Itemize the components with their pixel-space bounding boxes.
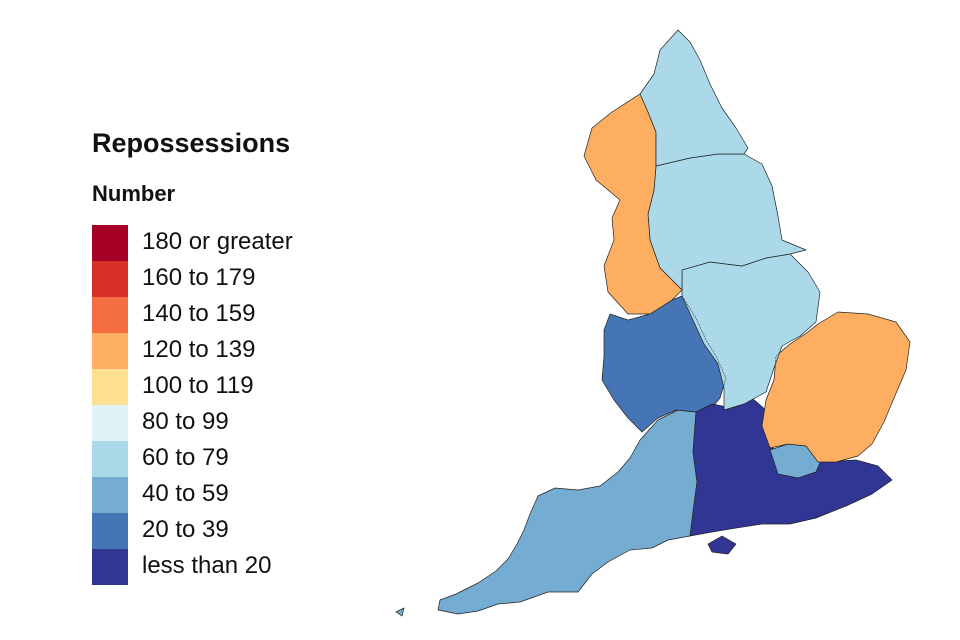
legend-subtitle: Number xyxy=(92,181,176,206)
legend-item: 20 to 39 xyxy=(92,513,352,549)
region-south-west xyxy=(395,409,698,617)
legend-item: 40 to 59 xyxy=(92,477,352,513)
legend-swatch xyxy=(92,333,128,369)
legend-item: 160 to 179 xyxy=(92,261,352,297)
legend-item: 80 to 99 xyxy=(92,405,352,441)
legend-swatch xyxy=(92,549,128,585)
legend-item: 100 to 119 xyxy=(92,369,352,405)
legend-swatch xyxy=(92,225,128,261)
legend-swatch xyxy=(92,369,128,405)
legend-item: 180 or greater xyxy=(92,225,352,261)
legend-label: 80 to 99 xyxy=(142,408,229,435)
legend-label: 60 to 79 xyxy=(142,444,229,471)
legend-label: 40 to 59 xyxy=(142,480,229,507)
legend-swatch xyxy=(92,477,128,513)
legend-title: Repossessions xyxy=(92,128,291,158)
legend-label: 160 to 179 xyxy=(142,264,256,291)
legend-swatch xyxy=(92,513,128,549)
legend-swatch xyxy=(92,441,128,477)
legend-item: less than 20 xyxy=(92,549,352,585)
region-boundary-lines xyxy=(681,295,819,537)
legend-label: 140 to 159 xyxy=(142,300,256,327)
legend-label: 120 to 139 xyxy=(142,336,256,363)
legend-swatch xyxy=(92,405,128,441)
legend-item: 60 to 79 xyxy=(92,441,352,477)
legend-label: less than 20 xyxy=(142,552,272,579)
legend-label: 100 to 119 xyxy=(142,372,254,399)
legend-label: 180 or greater xyxy=(142,228,293,255)
legend-swatch xyxy=(92,261,128,297)
legend-label: 20 to 39 xyxy=(142,516,229,543)
legend-swatch xyxy=(92,297,128,333)
legend-item: 120 to 139 xyxy=(92,333,352,369)
region-north-east xyxy=(639,29,749,167)
legend-item: 140 to 159 xyxy=(92,297,352,333)
